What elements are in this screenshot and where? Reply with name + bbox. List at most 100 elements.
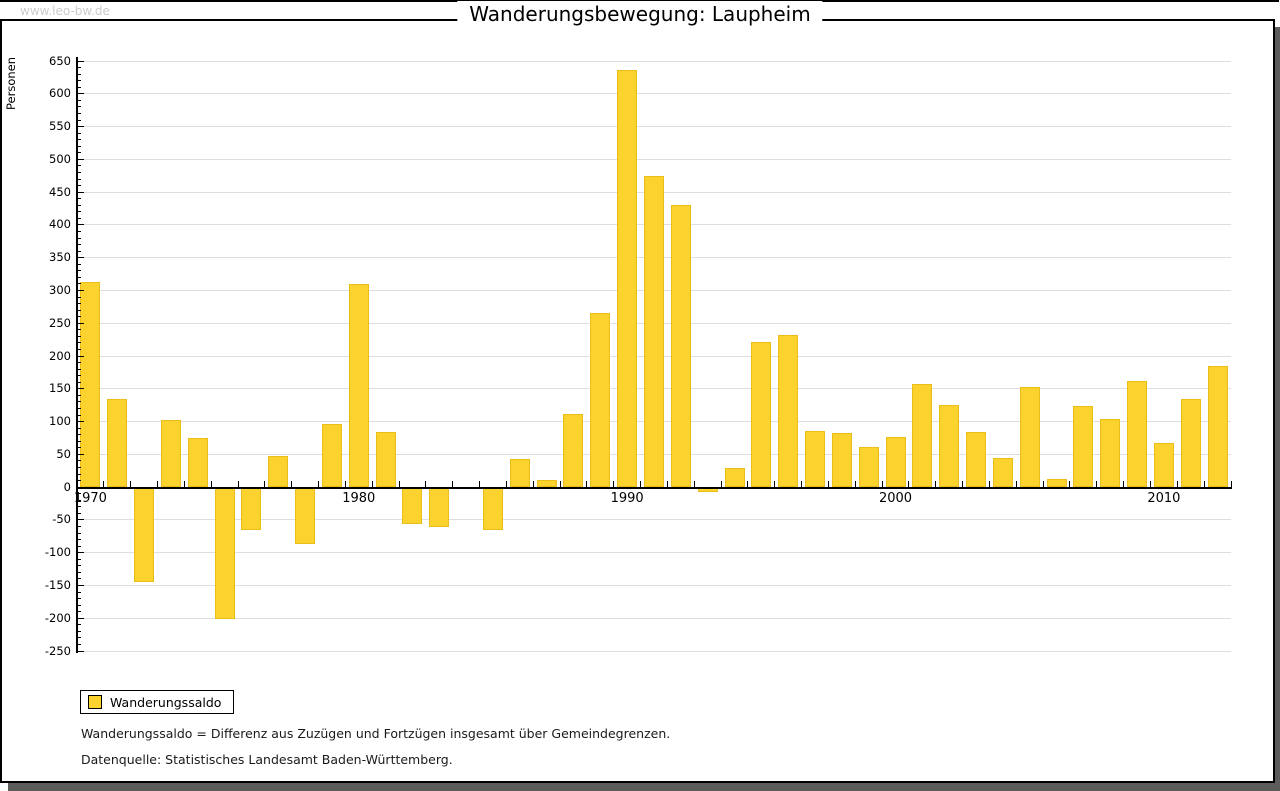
legend-label: Wanderungssaldo [110, 694, 222, 710]
y-label--250: -250 [44, 643, 71, 658]
x-tick-12 [398, 481, 400, 488]
y-minor-tick-110 [78, 414, 81, 416]
bar-1978 [295, 487, 316, 545]
chart-title: Wanderungsbewegung: Laupheim [457, 1, 823, 27]
bar-1981 [375, 432, 396, 488]
y-label-150: 150 [49, 381, 71, 396]
y-minor-tick--40 [78, 512, 81, 514]
x-tick-39 [1123, 481, 1125, 488]
y-major-tick-100 [78, 421, 84, 423]
x-tick-21 [640, 481, 642, 488]
bar-2005 [1019, 387, 1040, 488]
y-label-100: 100 [49, 414, 71, 429]
gridline--50 [77, 519, 1231, 521]
y-minor-tick-470 [78, 178, 81, 180]
y-minor-tick-370 [78, 244, 81, 246]
bar-1985 [482, 487, 503, 531]
gridline-650 [77, 60, 1231, 62]
x-tick-43 [1230, 481, 1232, 488]
bar-2007 [1073, 405, 1094, 488]
y-minor-tick-630 [78, 73, 81, 75]
x-tick-16 [505, 481, 507, 488]
y-minor-tick-90 [78, 427, 81, 429]
y-label-600: 600 [49, 86, 71, 101]
x-label-2000: 2000 [878, 491, 913, 507]
y-minor-tick-520 [78, 145, 81, 147]
x-tick-8 [291, 481, 293, 488]
x-tick-11 [371, 481, 373, 488]
x-tick-27 [801, 481, 803, 488]
y-minor-tick-560 [78, 119, 81, 121]
gridline-550 [77, 126, 1231, 128]
y-minor-tick-610 [78, 86, 81, 88]
gridline--200 [77, 617, 1231, 619]
y-minor-tick-530 [78, 139, 81, 141]
x-tick-1 [103, 481, 105, 488]
y-minor-tick-80 [78, 434, 81, 436]
y-minor-tick-410 [78, 217, 81, 219]
y-label-550: 550 [49, 119, 71, 134]
x-tick-15 [479, 481, 481, 488]
y-major-tick-400 [78, 224, 84, 226]
y-minor-tick-290 [78, 296, 81, 298]
x-tick-14 [452, 481, 454, 488]
bar-1973 [160, 419, 181, 488]
y-minor-tick-180 [78, 368, 81, 370]
legend: Wanderungssaldo [80, 690, 235, 714]
y-minor-tick-390 [78, 230, 81, 232]
y-label--50: -50 [52, 512, 71, 527]
bar-1998 [831, 433, 852, 488]
legend-color-swatch [88, 695, 102, 709]
y-minor-tick-190 [78, 362, 81, 364]
bar-1971 [107, 398, 128, 488]
y-minor-tick--80 [78, 539, 81, 541]
y-minor-tick--170 [78, 598, 81, 600]
y-major-tick-200 [78, 355, 84, 357]
bar-1980 [348, 283, 369, 488]
y-minor-tick--120 [78, 565, 81, 567]
watermark: www.leo-bw.de [20, 4, 110, 18]
x-tick-23 [693, 481, 695, 488]
y-minor-tick-20 [78, 473, 81, 475]
bar-1987 [536, 479, 557, 488]
bar-1986 [509, 458, 530, 488]
bar-2008 [1100, 418, 1121, 488]
bar-2009 [1127, 380, 1148, 488]
x-tick-7 [264, 481, 266, 488]
y-major-tick-50 [78, 453, 84, 455]
x-tick-30 [881, 481, 883, 488]
y-minor-tick-230 [78, 335, 81, 337]
bar-1996 [778, 335, 799, 488]
y-minor-tick--210 [78, 624, 81, 626]
y-minor-tick-40 [78, 460, 81, 462]
x-tick-22 [666, 481, 668, 488]
y-minor-tick--230 [78, 637, 81, 639]
y-major-tick--250 [78, 650, 84, 652]
y-minor-tick-70 [78, 440, 81, 442]
y-label-350: 350 [49, 250, 71, 265]
y-label--200: -200 [44, 610, 71, 625]
y-minor-tick--190 [78, 611, 81, 613]
y-major-tick-600 [78, 93, 84, 95]
y-label-0: 0 [63, 479, 71, 494]
y-minor-tick-210 [78, 348, 81, 350]
y-minor-tick-430 [78, 204, 81, 206]
x-tick-25 [747, 481, 749, 488]
y-minor-tick--130 [78, 571, 81, 573]
x-tick-26 [774, 481, 776, 488]
y-minor-tick-640 [78, 67, 81, 69]
y-label-650: 650 [49, 53, 71, 68]
y-minor-tick-420 [78, 211, 81, 213]
x-tick-40 [1149, 481, 1151, 488]
y-minor-tick-60 [78, 447, 81, 449]
x-label-2010: 2010 [1147, 491, 1181, 507]
x-tick-32 [935, 481, 937, 488]
y-minor-tick-620 [78, 80, 81, 82]
y-label-400: 400 [49, 217, 71, 232]
bar-1994 [724, 468, 745, 488]
x-tick-10 [344, 481, 346, 488]
bar-1982 [402, 487, 423, 524]
bar-2011 [1180, 398, 1201, 488]
y-minor-tick-130 [78, 401, 81, 403]
